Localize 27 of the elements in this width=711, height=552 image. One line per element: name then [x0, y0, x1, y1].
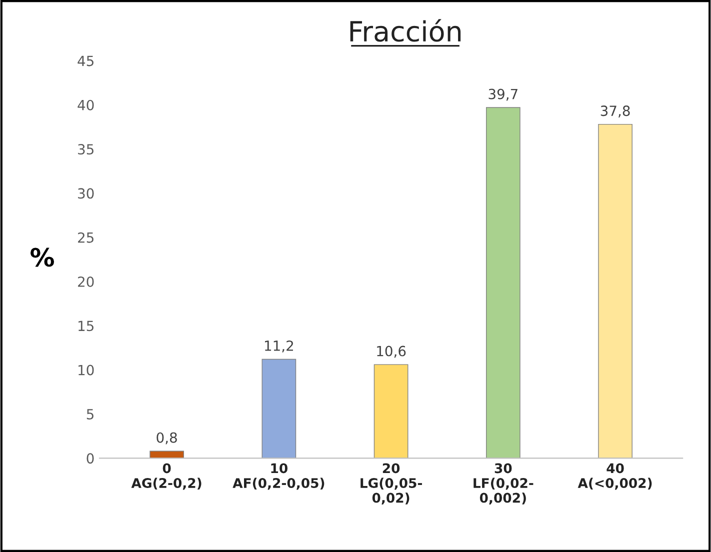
x-tick-label: 10 AF(0,2-0,05) [232, 463, 324, 490]
data-label: 0,8 [156, 432, 177, 444]
data-label: 39,7 [488, 88, 518, 101]
data-label: 11,2 [264, 340, 293, 352]
y-axis-title: % [30, 248, 54, 267]
bar [150, 450, 184, 458]
y-tick-label: 20 [78, 276, 94, 287]
y-tick-label: 10 [78, 364, 94, 376]
x-tick-label: 0 AG(2-0,2) [131, 463, 202, 490]
bar [486, 107, 520, 458]
y-tick-label: 45 [78, 56, 94, 66]
chart-title: Fracción [350, 19, 461, 42]
data-label: 37,8 [600, 106, 630, 118]
y-tick-label: 30 [78, 188, 94, 199]
x-tick-label: 40 A(<0,002) [578, 463, 652, 490]
y-tick-label: 0 [86, 453, 94, 464]
bar [598, 124, 632, 458]
y-tick-label: 40 [78, 100, 94, 110]
x-tick-label: 30 LF(0,02- 0,002) [474, 463, 534, 504]
bar [374, 364, 408, 458]
y-tick-label: 35 [78, 144, 94, 155]
data-label: 10,6 [377, 346, 406, 358]
bar [262, 358, 296, 458]
y-tick-label: 25 [78, 232, 94, 243]
y-tick-label: 5 [86, 409, 94, 420]
x-tick-label: 20 LG(0,05- 0,02) [360, 463, 422, 504]
y-tick-label: 15 [78, 320, 94, 332]
